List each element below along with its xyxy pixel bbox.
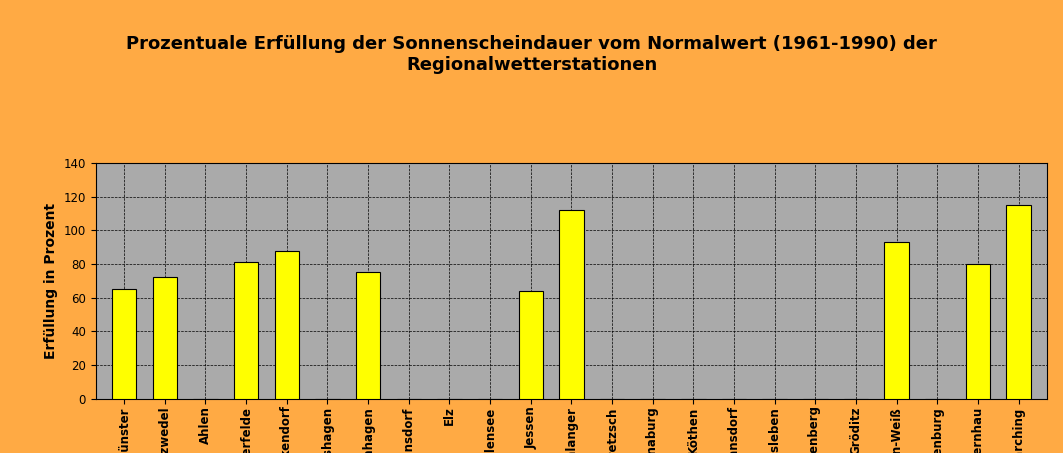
Bar	[1007, 205, 1031, 399]
Bar	[153, 278, 176, 399]
Bar	[519, 291, 543, 399]
Bar	[966, 264, 990, 399]
Y-axis label: Erfüllung in Prozent: Erfüllung in Prozent	[44, 203, 58, 359]
Bar	[234, 262, 258, 399]
Bar	[559, 210, 584, 399]
Bar	[356, 272, 381, 399]
Text: Prozentuale Erfüllung der Sonnenscheindauer vom Normalwert (1961-1990) der
Regio: Prozentuale Erfüllung der Sonnenscheinda…	[126, 35, 937, 74]
Bar	[112, 289, 136, 399]
Bar	[884, 242, 909, 399]
Bar	[274, 251, 299, 399]
